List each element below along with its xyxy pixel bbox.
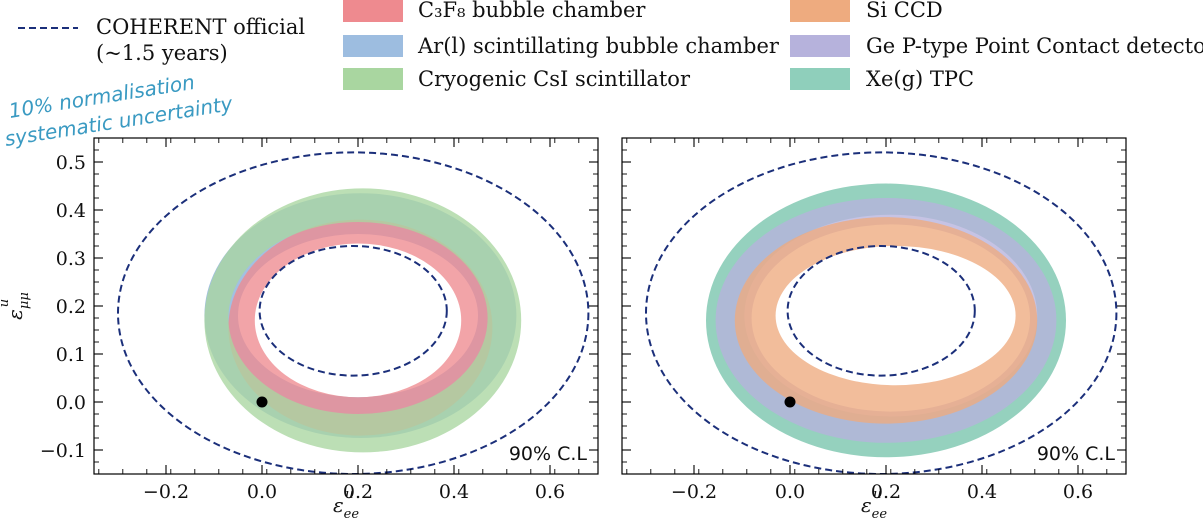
right-panel: −0.2 0.0 0.2 0.4 0.6 90% C.L εeeu [621,137,1127,522]
legend-swatch-ar [343,35,403,57]
legend-label-xe: Xe(g) TPC [866,67,974,91]
left-sm-point [256,396,268,408]
legend-items: C₃F₈ bubble chamber Ar(l) scintillating … [343,0,1203,91]
legend-label-ar: Ar(l) scintillating bubble chamber [417,34,780,58]
right-official-contours [645,151,1118,474]
official-contour-outer [645,151,1118,474]
y-tick-label: 0.2 [56,296,86,318]
legend-label-si: Si CCD [866,0,943,22]
left-ylabel: εμμu [0,292,32,320]
y-tick-label: 0.3 [56,248,86,270]
y-tick-label: 0.5 [56,152,86,174]
left-official-contours [117,151,590,474]
y-tick-label: 0.0 [56,392,86,414]
x-tick-label: 0.4 [439,481,469,503]
legend-swatch-c3f8 [343,0,403,22]
right-sm-point [784,396,796,408]
x-tick-label: −0.2 [143,481,189,503]
legend-swatch-ge [790,35,850,57]
y-tick-label: 0.1 [56,344,86,366]
legend-label-c3f8: C₃F₈ bubble chamber [418,0,646,22]
left-panel: −0.2 0.0 0.2 0.4 0.6 −0.1 0.0 0.1 0.2 0.3 0.4 0.5 9… [0,137,599,522]
x-tick-label: 0.4 [967,481,997,503]
band-si-ccd [734,217,1038,424]
official-contour-outer [117,151,590,474]
x-tick-label: 0.6 [1063,481,1093,503]
y-tick-label: 0.4 [56,200,86,222]
legend-label-ge: Ge P-type Point Contact detector [866,34,1203,58]
legend-swatch-si [790,0,850,22]
left-cl-label: 90% C.L [509,443,588,465]
right-cl-label: 90% C.L [1037,443,1116,465]
x-tick-label: 0.6 [535,481,565,503]
official-contour-inner [258,244,448,377]
legend-swatch-xe [790,68,850,90]
right-ticks: −0.2 0.0 0.2 0.4 0.6 [622,138,1126,503]
x-tick-label: −0.2 [671,481,717,503]
official-contour-inner [786,244,976,377]
legend-swatch-csi [343,68,403,90]
official-label-line1: COHERENT official [96,15,305,39]
right-bands [705,183,1067,458]
x-tick-label: 0.2 [343,481,373,503]
legend-label-csi: Cryogenic CsI scintillator [418,67,691,91]
band-c-f-bubble-chamber [228,219,493,436]
left-ticks: −0.2 0.0 0.2 0.4 0.6 −0.1 0.0 0.1 0.2 0.3 0.4 0.5 [40,138,598,503]
y-tick-label: −0.1 [40,440,86,462]
annotation: 10% normalisation systematic uncertainty [3,70,235,151]
legend-official: COHERENT official (~1.5 years) [18,15,305,65]
official-label-line2: (~1.5 years) [96,41,228,65]
x-tick-label: 0.0 [247,481,277,503]
x-tick-label: 0.2 [871,481,901,503]
x-tick-label: 0.0 [775,481,805,503]
left-bands [204,188,522,453]
